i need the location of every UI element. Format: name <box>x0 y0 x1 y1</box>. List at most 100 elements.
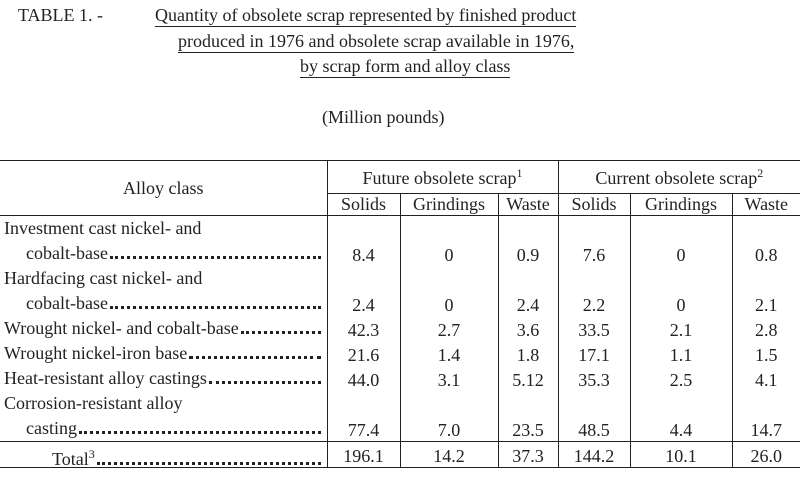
cell: 0 <box>630 266 733 316</box>
title-line: Quantity of obsolete scrap represented b… <box>155 5 577 27</box>
footnote-mark: 3 <box>88 447 95 461</box>
leader <box>208 381 321 384</box>
label-line: Wrought nickel-iron base <box>4 341 323 366</box>
cell: 14.2 <box>400 441 499 468</box>
unit: (Million pounds) <box>322 107 445 127</box>
subheader-row: Solids Grindings Waste Solids Grindings Waste <box>0 193 800 216</box>
cell: 4.1 <box>755 370 778 390</box>
label-line: Wrought nickel- and cobalt-base <box>4 316 323 341</box>
footnote-mark: 1 <box>516 165 523 180</box>
data-row: Wrought nickel-iron base 21.6 1.4 1.8 17.1 1.… <box>0 341 800 366</box>
data-table: Alloy class Future obsolete scrap1 Current… <box>0 160 800 469</box>
cell: 7.6 <box>558 215 631 266</box>
cell: 8.4 <box>327 215 401 266</box>
table-label: TABLE 1. - <box>18 5 104 25</box>
label-text: casting <box>26 418 77 438</box>
leader <box>79 431 321 434</box>
cell: 2.8 <box>755 320 778 340</box>
leader <box>109 306 321 309</box>
title-line: by scrap form and alloy class <box>300 56 511 78</box>
cell: 3.6 <box>498 316 559 341</box>
cell: 0.8 <box>755 245 778 265</box>
label-text: Heat-resistant alloy castings <box>4 368 207 388</box>
subcolumn-header: Grindings <box>630 193 733 216</box>
label-line: Heat-resistant alloy castings <box>4 366 323 391</box>
label-text: Hardfacing cast nickel- and <box>4 268 203 288</box>
footnote-mark: 2 <box>757 165 764 180</box>
cell: 14.7 <box>750 420 783 440</box>
row-label: Investment cast nickel- and cobalt-base <box>0 215 328 266</box>
data-row: Heat-resistant alloy castings 44.0 3.1 5.12… <box>0 366 800 391</box>
label-line: cobalt-base <box>4 241 323 266</box>
cell: 26.0 <box>732 441 800 468</box>
title-line: produced in 1976 and obsolete scrap avai… <box>178 31 575 53</box>
cell: 144.2 <box>558 441 631 468</box>
cell: 5.12 <box>498 366 559 391</box>
cell: 2.4 <box>327 266 401 316</box>
cell: 4.4 <box>630 391 733 442</box>
cell: 196.1 <box>327 441 401 468</box>
label-line: Corrosion-resistant alloy <box>4 391 323 416</box>
label-text: Investment cast nickel- and <box>4 218 202 238</box>
subcolumn-header: Solids <box>327 193 401 216</box>
subcolumn-header: Waste <box>498 193 559 216</box>
cell: 35.3 <box>558 366 631 391</box>
label-line: casting <box>4 416 323 441</box>
row-label: Wrought nickel-iron base <box>0 341 328 366</box>
leader <box>189 356 321 359</box>
label-line: Investment cast nickel- and <box>4 216 323 241</box>
header-row: Alloy class Future obsolete scrap1 Current… <box>0 160 800 216</box>
cell: 1.8 <box>498 341 559 366</box>
cell: 23.5 <box>498 391 559 442</box>
label-text: Wrought nickel- and cobalt-base <box>4 318 239 338</box>
cell: 21.6 <box>327 341 401 366</box>
cell: 44.0 <box>327 366 401 391</box>
cell: 48.5 <box>558 391 631 442</box>
subcolumn-header: Grindings <box>400 193 499 216</box>
label-line: Hardfacing cast nickel- and <box>4 266 323 291</box>
data-row: Corrosion-resistant alloy casting 77.4 7.0 2… <box>0 391 800 442</box>
row-label: Heat-resistant alloy castings <box>0 366 328 391</box>
cell: 2.5 <box>630 366 733 391</box>
leader <box>240 331 321 334</box>
group-header: Future obsolete scrap1 <box>327 160 559 194</box>
cell: 1.5 <box>755 345 778 365</box>
cell: 42.3 <box>327 316 401 341</box>
label-text: cobalt-base <box>26 243 108 263</box>
label-line: cobalt-base <box>4 291 323 316</box>
data-row: Investment cast nickel- and cobalt-base 8.… <box>0 215 800 266</box>
cell: 3.1 <box>400 366 499 391</box>
column-header: Alloy class <box>0 160 328 216</box>
group-name: Current obsolete scrap <box>595 167 758 188</box>
total-row: Total3 196.1 14.2 37.3 144.2 10.1 26.0 <box>0 441 800 469</box>
data-row: Wrought nickel- and cobalt-base 42.3 2.7 3.… <box>0 316 800 341</box>
leader <box>109 256 321 259</box>
cell: 2.1 <box>755 295 778 315</box>
cell: 7.0 <box>400 391 499 442</box>
row-label: Wrought nickel- and cobalt-base <box>0 316 328 341</box>
label-text: Corrosion-resistant alloy <box>4 393 183 413</box>
cell: 2.4 <box>498 266 559 316</box>
cell: 2.1 <box>630 316 733 341</box>
total-label: Total <box>52 449 89 469</box>
cell: 1.1 <box>630 341 733 366</box>
cell: 17.1 <box>558 341 631 366</box>
row-label: Corrosion-resistant alloy casting <box>0 391 328 442</box>
cell: 2.2 <box>558 266 631 316</box>
cell: 0 <box>400 215 499 266</box>
label-text: Wrought nickel-iron base <box>4 343 188 363</box>
cell: 2.7 <box>400 316 499 341</box>
label-text: Total3 <box>52 442 95 472</box>
data-row: Hardfacing cast nickel- and cobalt-base 2.… <box>0 266 800 316</box>
cell: 1.4 <box>400 341 499 366</box>
cell: 37.3 <box>498 441 559 468</box>
subcolumn-header: Waste <box>732 193 800 216</box>
group-name: Future obsolete scrap <box>362 167 517 188</box>
group-header: Current obsolete scrap2 <box>558 160 800 194</box>
label-text: cobalt-base <box>26 293 108 313</box>
cell: 77.4 <box>327 391 401 442</box>
cell: 0 <box>630 215 733 266</box>
leader <box>96 462 321 465</box>
row-label: Total3 <box>0 441 328 469</box>
